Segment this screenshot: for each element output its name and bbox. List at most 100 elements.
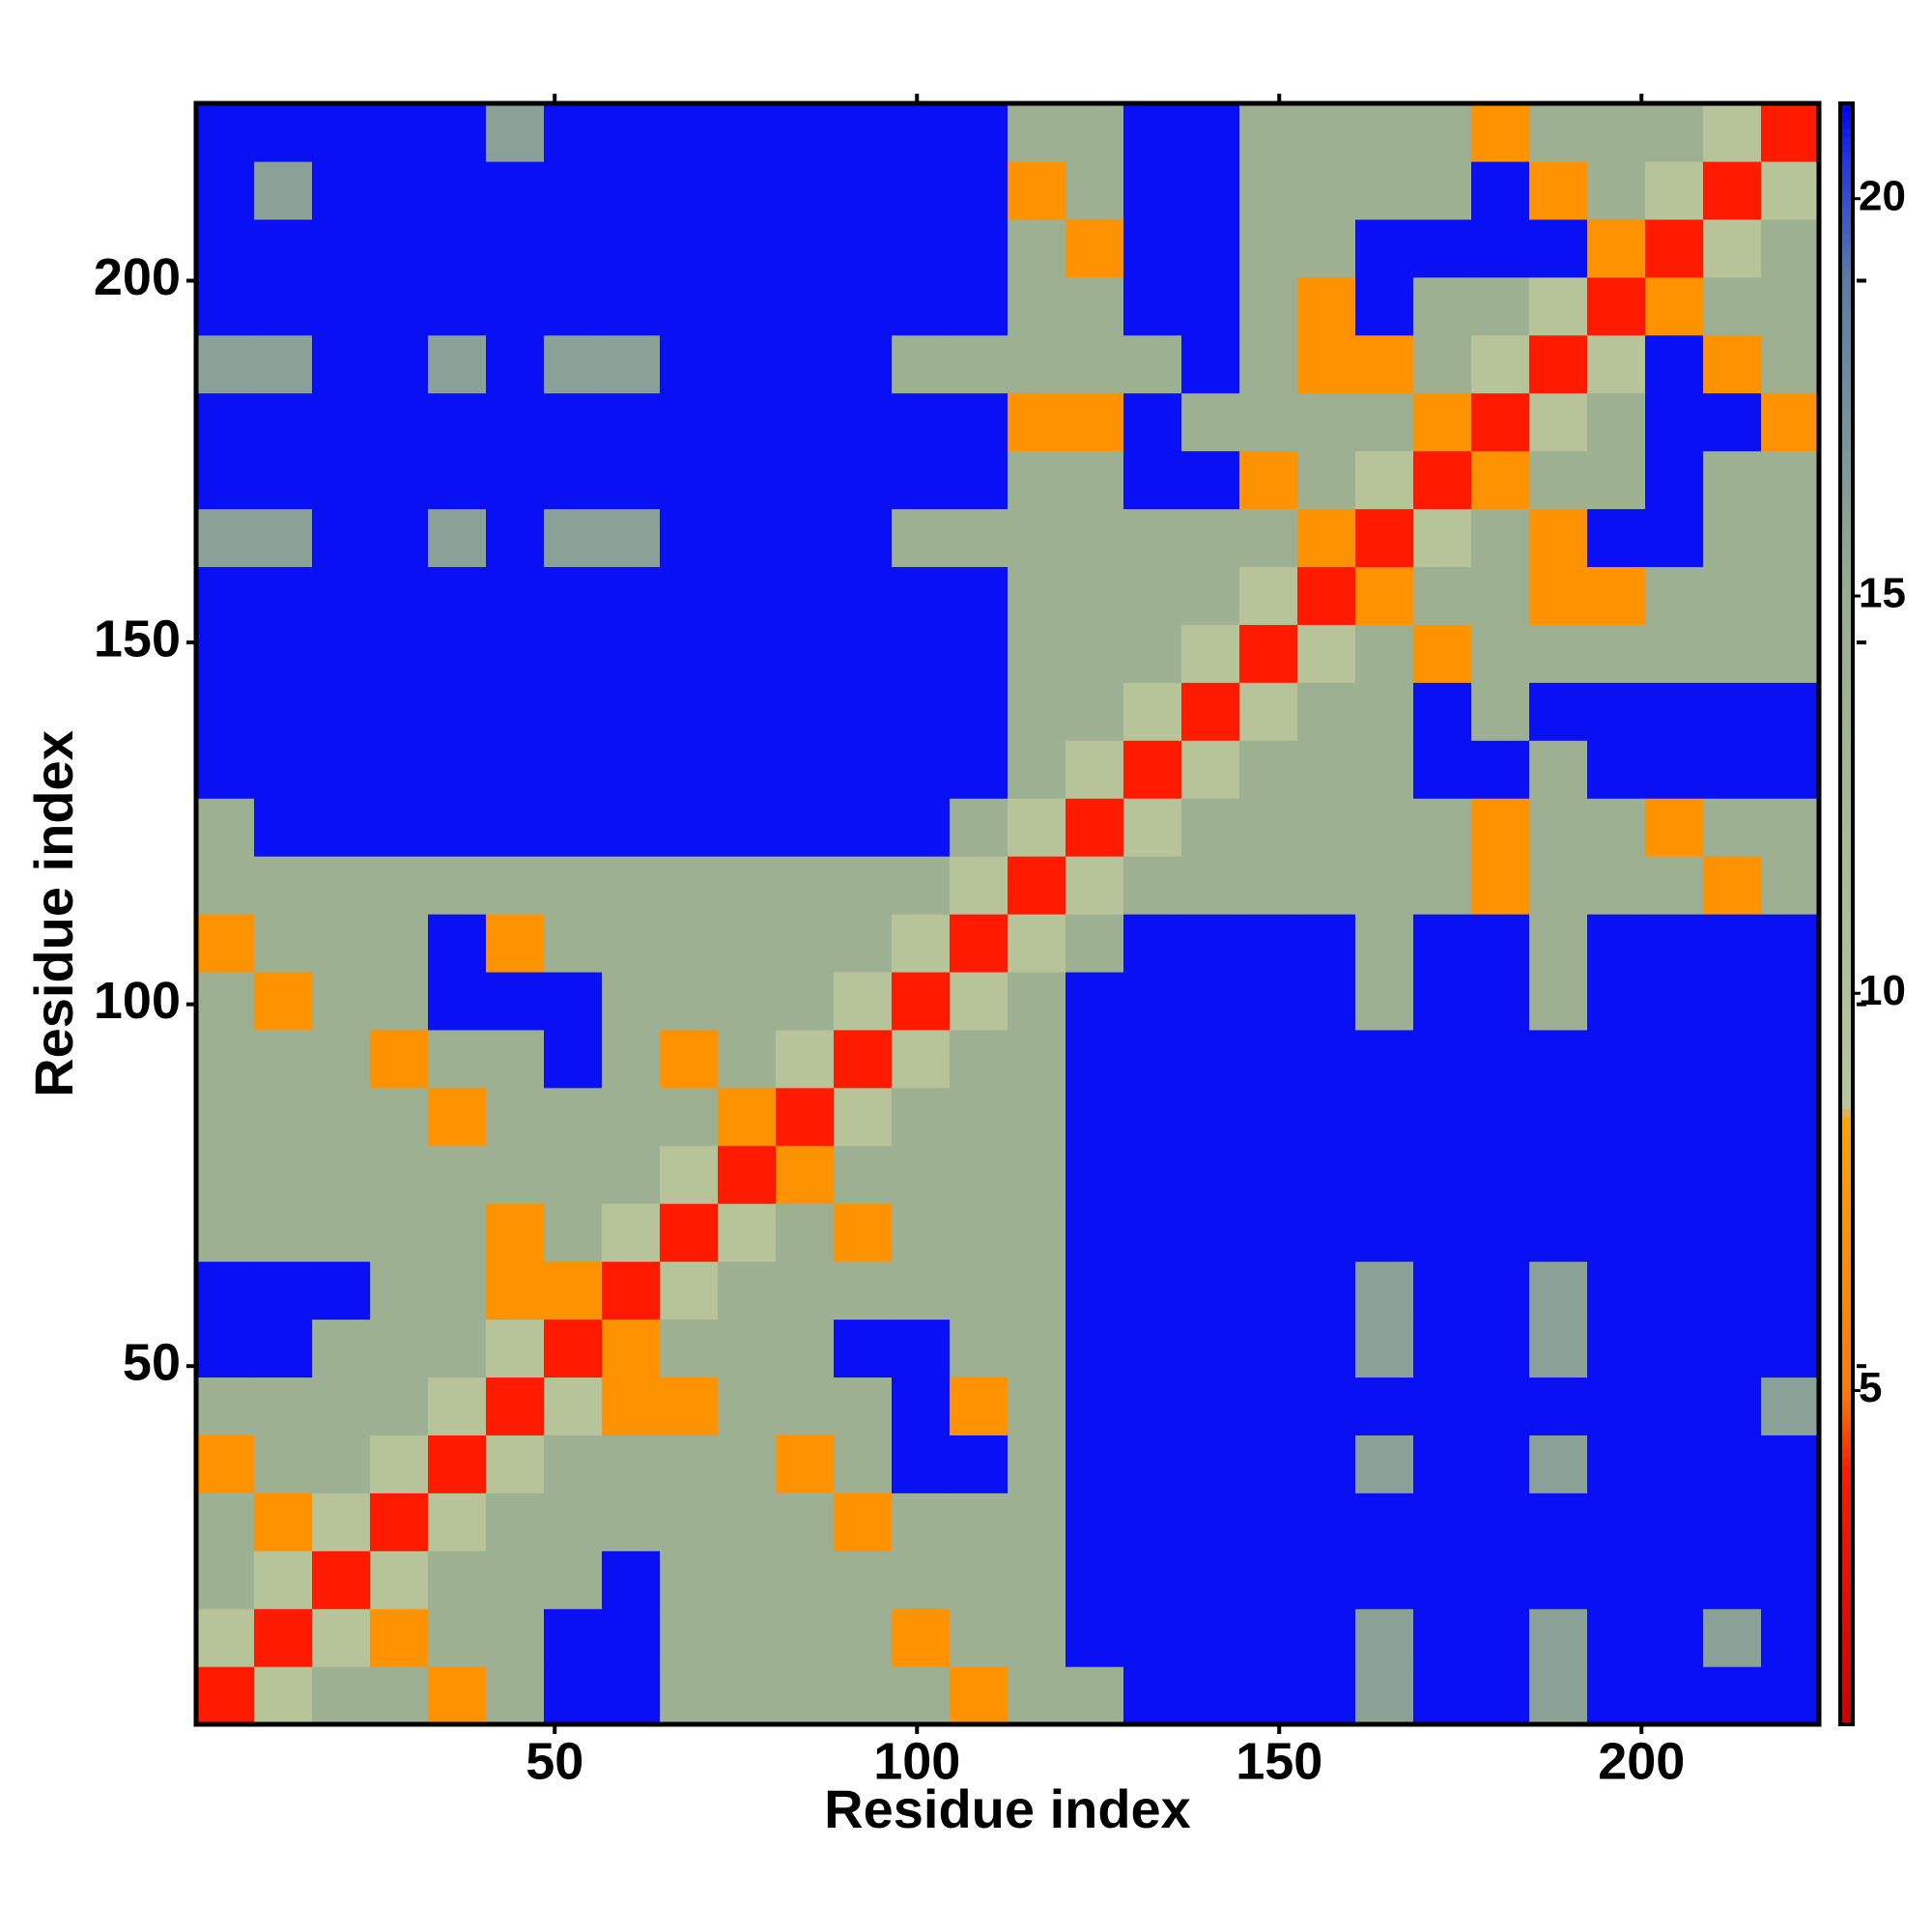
- heatmap-cell: [1181, 1319, 1240, 1378]
- colorbar-segment: [1840, 159, 1853, 169]
- heatmap-cell: [1703, 276, 1762, 336]
- heatmap-cell: [660, 1550, 719, 1609]
- heatmap-cell: [1065, 1550, 1124, 1609]
- heatmap-cell: [1471, 1492, 1530, 1551]
- heatmap-cell: [428, 334, 487, 394]
- heatmap-cell: [1413, 1608, 1472, 1667]
- colorbar-segment: [1840, 792, 1853, 802]
- colorbar-segment: [1840, 1464, 1853, 1474]
- colorbar-segment: [1840, 475, 1853, 486]
- heatmap-cell: [892, 1377, 951, 1435]
- heatmap-cell: [1703, 1435, 1762, 1493]
- heatmap-cell: [196, 1145, 255, 1205]
- colorbar-segment: [1840, 355, 1853, 364]
- heatmap-cell: [1413, 1261, 1472, 1321]
- heatmap-cell: [1703, 740, 1762, 799]
- heatmap-cell: [254, 682, 313, 741]
- heatmap-cell: [1413, 508, 1472, 568]
- colorbar-segment: [1840, 613, 1853, 623]
- heatmap-cell: [1008, 914, 1066, 973]
- heatmap-cell: [1587, 1261, 1646, 1321]
- colorbar-segment: [1840, 1237, 1853, 1247]
- heatmap-cell: [486, 740, 545, 799]
- colorbar-segment: [1840, 711, 1853, 721]
- heatmap-cell: [1123, 1377, 1182, 1435]
- heatmap-cell: [254, 1203, 313, 1263]
- colorbar-segment: [1840, 938, 1853, 948]
- heatmap-cell: [776, 334, 835, 394]
- heatmap-cell: [428, 740, 487, 799]
- heatmap-cell: [1297, 1377, 1356, 1435]
- colorbar-segment: [1840, 386, 1853, 396]
- heatmap-cell: [196, 971, 255, 1031]
- heatmap-cell: [1065, 1261, 1124, 1321]
- heatmap-cell: [544, 276, 603, 336]
- colorbar-segment: [1840, 1570, 1853, 1579]
- heatmap-cell: [196, 1261, 255, 1321]
- heatmap-cell: [312, 1319, 371, 1378]
- colorbar-segment: [1840, 979, 1853, 988]
- heatmap-cell: [1239, 624, 1298, 683]
- heatmap-cell: [602, 334, 661, 394]
- heatmap-cell: [718, 1029, 777, 1089]
- heatmap-cell: [1297, 1492, 1356, 1551]
- heatmap-cell: [196, 276, 255, 336]
- heatmap-cell: [1413, 1203, 1472, 1263]
- heatmap-cell: [892, 450, 951, 510]
- heatmap-cell: [1529, 971, 1588, 1031]
- heatmap-cell: [254, 1377, 313, 1435]
- colorbar-frame: [1838, 101, 1855, 1726]
- heatmap-cell: [1413, 1145, 1472, 1205]
- heatmap-cell: [1761, 1492, 1820, 1551]
- colorbar-segment: [1840, 1254, 1853, 1264]
- heatmap-cell: [254, 1608, 313, 1667]
- heatmap-cell: [312, 1261, 371, 1321]
- heatmap-cell: [1008, 798, 1066, 857]
- heatmap-cell: [1471, 566, 1530, 625]
- heatmap-cell: [428, 1319, 487, 1378]
- heatmap-cell: [1645, 624, 1704, 683]
- heatmap-cell: [950, 1492, 1009, 1551]
- heatmap-cell: [196, 392, 255, 452]
- heatmap-cell: [660, 971, 719, 1031]
- heatmap-cell: [1587, 1029, 1646, 1089]
- heatmap-cell: [1355, 1145, 1414, 1205]
- heatmap-cell: [718, 218, 777, 278]
- heatmap-cell: [486, 276, 545, 336]
- heatmap-cell: [196, 1377, 255, 1435]
- heatmap-cell: [1645, 856, 1704, 915]
- colorbar-segment: [1840, 840, 1853, 850]
- heatmap-cell: [1008, 276, 1066, 336]
- heatmap-cell: [834, 1087, 893, 1147]
- heatmap-cell: [370, 624, 429, 683]
- heatmap-cell: [1181, 798, 1240, 857]
- heatmap-cell: [1065, 1319, 1124, 1378]
- heatmap-cell: [776, 566, 835, 625]
- heatmap-cell: [254, 1087, 313, 1147]
- heatmap-cell: [1645, 971, 1704, 1031]
- heatmap-cell: [312, 566, 371, 625]
- heatmap-cell: [1761, 1145, 1820, 1205]
- heatmap-cell: [1587, 1145, 1646, 1205]
- heatmap-cell: [1123, 1261, 1182, 1321]
- heatmap-cell: [718, 1666, 777, 1725]
- heatmap-cell: [370, 508, 429, 568]
- heatmap-cell: [776, 1550, 835, 1609]
- colorbar-segment: [1840, 135, 1853, 145]
- heatmap-cell: [892, 1319, 951, 1378]
- heatmap-cell: [1529, 798, 1588, 857]
- heatmap-cell: [1239, 1145, 1298, 1205]
- heatmap-cell: [1008, 856, 1066, 915]
- heatmap-cell: [602, 1377, 661, 1435]
- heatmap-cell: [1123, 160, 1182, 220]
- heatmap-cell: [834, 218, 893, 278]
- heatmap-cell: [254, 276, 313, 336]
- heatmap-cell: [1355, 1203, 1414, 1263]
- heatmap-cell: [950, 1319, 1009, 1378]
- heatmap-cell: [1587, 218, 1646, 278]
- heatmap-cell: [1297, 103, 1356, 162]
- colorbar-segment: [1840, 752, 1853, 761]
- colorbar-segment: [1840, 281, 1853, 291]
- heatmap-cell: [718, 160, 777, 220]
- heatmap-cell: [1008, 1203, 1066, 1263]
